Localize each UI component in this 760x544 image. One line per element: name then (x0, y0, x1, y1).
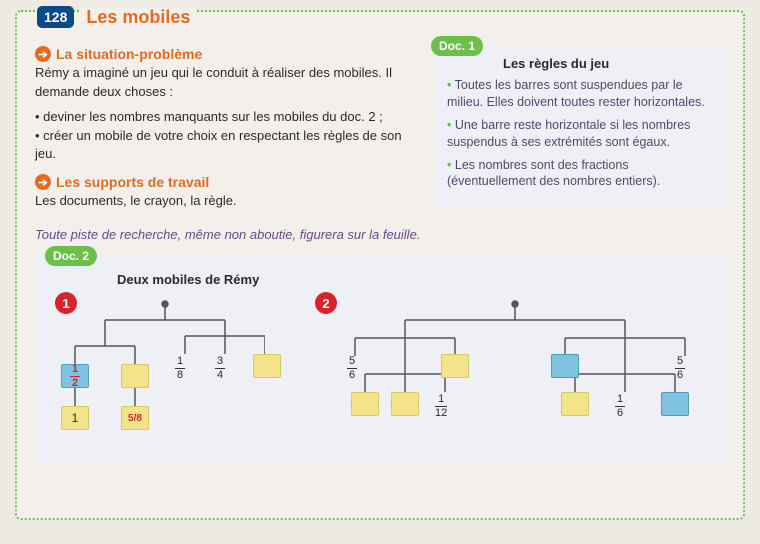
research-note: Toute piste de recherche, même non about… (35, 227, 725, 242)
m1-box-one: 1 (61, 406, 89, 430)
doc1-title: Les règles du jeu (503, 56, 713, 71)
m2-box-y3 (391, 392, 419, 416)
m2-box-y1 (441, 354, 469, 378)
rule-3-text: Les nombres sont des fractions (éventuel… (447, 158, 660, 189)
exercise-page: 128 Les mobiles ➔ La situation-problème … (15, 10, 745, 520)
situation-bullet-2: • créer un mobile de votre choix en resp… (35, 127, 421, 165)
m2-box-y4 (561, 392, 589, 416)
supports-heading-text: Les supports de travail (56, 174, 209, 190)
m2-frac-16: 16 (615, 394, 625, 419)
arrow-icon: ➔ (35, 46, 51, 62)
doc1-tab: Doc. 1 (431, 36, 483, 56)
situation-bullet-1: • deviner les nombres manquants sur les … (35, 108, 421, 127)
mobile-1-tree (65, 296, 265, 456)
rule-1: • Toutes les barres sont suspendues par … (447, 77, 713, 111)
m1-half: 12 (70, 364, 80, 389)
rule-3: • Les nombres sont des fractions (éventu… (447, 157, 713, 191)
title-badge: 128 Les mobiles (37, 6, 196, 28)
right-column: Doc. 1 Les règles du jeu • Toutes les ba… (435, 46, 725, 217)
m2-box-b1 (551, 354, 579, 378)
exercise-title: Les mobiles (80, 7, 196, 28)
m2-box-y2 (351, 392, 379, 416)
mobile-2-number: 2 (315, 292, 337, 314)
rule-2: • Une barre reste horizontale si les nom… (447, 117, 713, 151)
m1-box-half: 12 (61, 364, 89, 388)
doc2-box: Doc. 2 Deux mobiles de Rémy 1 2 (35, 256, 725, 466)
m1-box-blank1 (121, 364, 149, 388)
doc2-tab: Doc. 2 (45, 246, 97, 266)
mobile-2-tree (335, 296, 715, 461)
left-column: ➔ La situation-problème Rémy a imaginé u… (35, 46, 421, 217)
m1-frac-18: 18 (175, 356, 185, 381)
arrow-icon: ➔ (35, 174, 51, 190)
situation-intro: Rémy a imaginé un jeu qui le conduit à r… (35, 64, 421, 102)
supports-text: Les documents, le crayon, la règle. (35, 192, 421, 211)
situation-heading-text: La situation-problème (56, 46, 202, 62)
rule-1-text: Toutes les barres sont suspendues par le… (447, 78, 705, 109)
rule-2-text: Une barre reste horizontale si les nombr… (447, 118, 690, 149)
doc2-title: Deux mobiles de Rémy (117, 272, 713, 287)
m1-one: 1 (72, 411, 79, 425)
m2-frac-56b: 56 (675, 356, 685, 381)
m2-box-b2 (661, 392, 689, 416)
m1-box-blank2 (253, 354, 281, 378)
m1-box-58: 5/8 (121, 406, 149, 430)
top-row: ➔ La situation-problème Rémy a imaginé u… (35, 46, 725, 217)
supports-heading: ➔ Les supports de travail (35, 174, 421, 190)
m2-frac-56a: 56 (347, 356, 357, 381)
m2-frac-112: 112 (435, 394, 447, 419)
situation-heading: ➔ La situation-problème (35, 46, 421, 62)
doc1-box: Doc. 1 Les règles du jeu • Toutes les ba… (435, 46, 725, 208)
exercise-number: 128 (37, 6, 74, 28)
m1-frac-34: 34 (215, 356, 225, 381)
